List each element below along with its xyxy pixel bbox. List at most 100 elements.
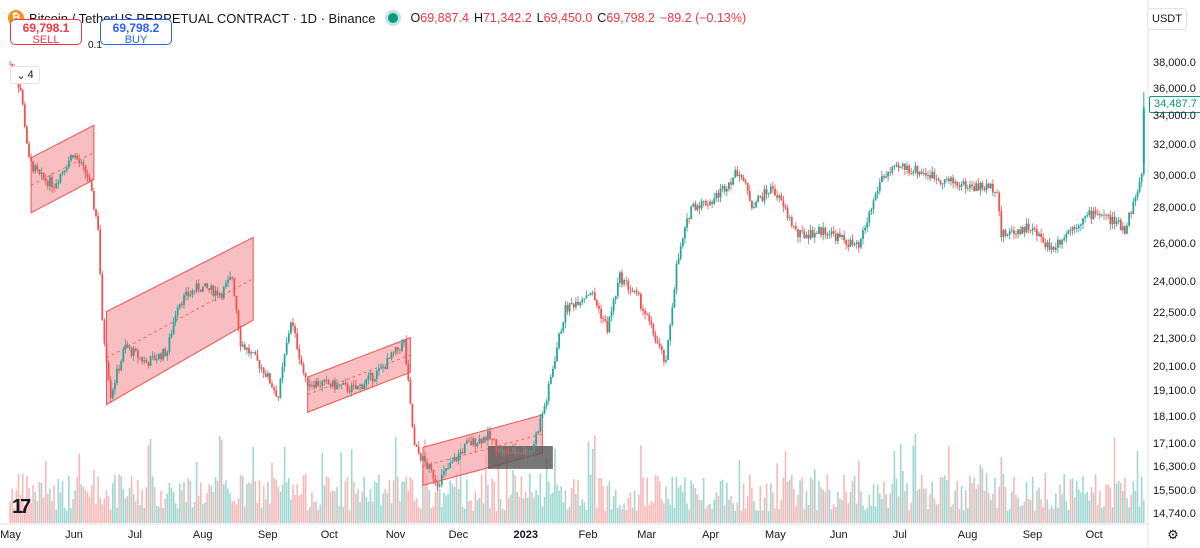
candle-body bbox=[130, 347, 133, 356]
candle-body bbox=[1006, 234, 1009, 236]
candle-body bbox=[1092, 210, 1095, 219]
price-tick-label: 21,300.0 bbox=[1153, 332, 1196, 345]
volume-bar bbox=[1090, 487, 1093, 523]
candle-body bbox=[746, 182, 749, 191]
candle-body bbox=[813, 233, 816, 238]
candle-body bbox=[717, 192, 720, 198]
candle-body bbox=[250, 352, 252, 354]
candle-body bbox=[635, 290, 638, 293]
candle-body bbox=[95, 209, 97, 217]
volume-bar bbox=[68, 475, 70, 523]
volume-bar bbox=[767, 511, 770, 523]
volume-bar bbox=[964, 490, 967, 523]
candle-body bbox=[621, 272, 623, 285]
candle-body bbox=[386, 357, 389, 370]
volume-bar bbox=[533, 497, 535, 523]
candle-body bbox=[116, 368, 118, 384]
volume-bar bbox=[449, 480, 451, 523]
candle-body bbox=[782, 200, 785, 207]
candle-body bbox=[780, 195, 783, 201]
buy-button[interactable]: 69,798.2 BUY bbox=[100, 19, 172, 46]
volume-bar bbox=[864, 510, 866, 523]
price-tick-label: 30,000.0 bbox=[1153, 169, 1196, 182]
chevron-down-icon: ⌄ bbox=[16, 69, 26, 82]
candle-body bbox=[151, 355, 154, 357]
volume-bar bbox=[436, 475, 439, 523]
tradingview-logo-icon[interactable]: 17 bbox=[12, 496, 31, 518]
candle-body bbox=[975, 183, 978, 191]
volume-bar bbox=[749, 474, 751, 523]
candle-body bbox=[1101, 214, 1103, 216]
candle-body bbox=[537, 431, 540, 434]
candle-body bbox=[176, 307, 179, 316]
candle-body bbox=[681, 238, 684, 247]
volume-bar bbox=[499, 499, 502, 523]
candle-body bbox=[273, 387, 275, 391]
candle-body bbox=[742, 177, 745, 181]
candle-body bbox=[920, 171, 923, 174]
volume-bar bbox=[623, 503, 625, 523]
candle-body bbox=[478, 438, 481, 444]
volume-bar bbox=[1143, 500, 1145, 523]
candle-body bbox=[296, 333, 299, 349]
volume-bar bbox=[162, 507, 164, 523]
candle-body bbox=[625, 280, 628, 281]
candle-body bbox=[728, 182, 730, 189]
volume-bar bbox=[851, 480, 854, 523]
volume-bar bbox=[673, 507, 676, 523]
volume-bar bbox=[208, 484, 210, 523]
volume-bar bbox=[665, 486, 667, 523]
candle-body bbox=[90, 182, 93, 191]
candle-body bbox=[763, 189, 766, 201]
candle-body bbox=[629, 289, 632, 291]
volume-bar bbox=[218, 435, 221, 523]
gear-icon[interactable]: ⚙ bbox=[1167, 527, 1179, 542]
volume-bar bbox=[1073, 497, 1076, 523]
volume-bar bbox=[931, 481, 933, 523]
volume-bar bbox=[11, 488, 13, 523]
time-tick-label: Dec bbox=[448, 529, 469, 541]
candle-body bbox=[430, 464, 433, 470]
volume-bar bbox=[126, 496, 129, 523]
volume-bar bbox=[950, 506, 952, 523]
candle-body bbox=[139, 357, 141, 359]
candle-body bbox=[246, 347, 248, 350]
sell-button[interactable]: 69,798.1 SELL bbox=[10, 19, 82, 46]
candle-body bbox=[786, 208, 789, 218]
volume-bar bbox=[849, 492, 852, 523]
candle-body bbox=[725, 188, 728, 192]
volume-bar bbox=[702, 478, 705, 523]
candle-body bbox=[790, 217, 793, 226]
volume-bar bbox=[256, 502, 259, 523]
indicators-toggle[interactable]: ⌄ 4 bbox=[10, 66, 40, 84]
currency-selector[interactable]: USDT bbox=[1147, 8, 1187, 30]
candle-body bbox=[581, 299, 584, 303]
candle-body bbox=[1054, 247, 1057, 250]
candle-body bbox=[122, 350, 125, 362]
volume-bar bbox=[365, 497, 368, 523]
volume-bar bbox=[996, 508, 998, 523]
volume-bar bbox=[753, 501, 755, 523]
volume-bar bbox=[204, 502, 206, 523]
volume-bar bbox=[70, 508, 72, 523]
trade-quantity[interactable]: 0.1 bbox=[88, 40, 102, 51]
volume-bar bbox=[598, 477, 600, 523]
volume-bar bbox=[667, 499, 669, 523]
candle-body bbox=[646, 314, 649, 315]
volume-bar bbox=[248, 482, 250, 523]
price-tick-label: 20,100.0 bbox=[1153, 360, 1196, 373]
candle-body bbox=[67, 160, 70, 168]
candle-body bbox=[583, 298, 586, 300]
candle-body bbox=[74, 155, 76, 158]
candle-body bbox=[950, 177, 952, 182]
volume-bar bbox=[914, 433, 917, 523]
candle-body bbox=[317, 381, 319, 386]
candle-body bbox=[935, 178, 938, 180]
volume-bar bbox=[608, 481, 611, 523]
volume-bar bbox=[1126, 498, 1128, 523]
candle-body bbox=[415, 445, 418, 447]
volume-bar bbox=[587, 441, 590, 523]
candle-body bbox=[99, 229, 102, 275]
volume-bar bbox=[181, 490, 183, 523]
